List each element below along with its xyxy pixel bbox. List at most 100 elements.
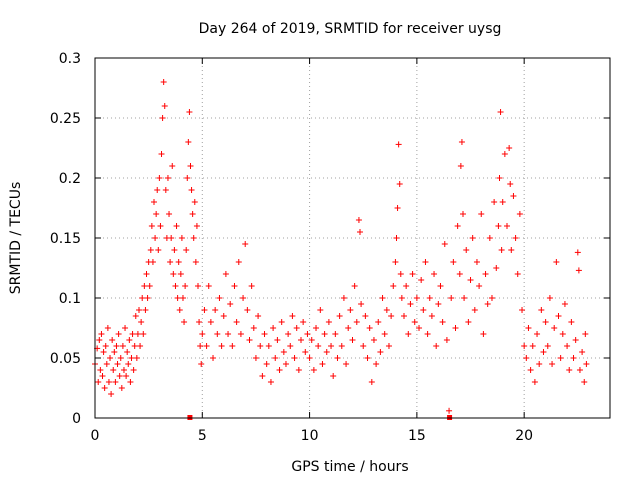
- data-point: [96, 337, 103, 343]
- data-point: [182, 283, 189, 289]
- data-point: [154, 187, 161, 193]
- data-point: [555, 313, 562, 319]
- y-tick-label: 0.3: [59, 51, 81, 67]
- data-point: [512, 235, 519, 241]
- data-point: [471, 307, 478, 313]
- data-point: [193, 223, 200, 229]
- data-point: [102, 343, 109, 349]
- data-point: [198, 361, 205, 367]
- data-point: [270, 325, 277, 331]
- data-point: [122, 325, 129, 331]
- data-point: [128, 355, 135, 361]
- data-point: [166, 211, 173, 217]
- data-point: [579, 349, 586, 355]
- data-point: [161, 103, 168, 109]
- data-point: [422, 259, 429, 265]
- data-point: [416, 325, 423, 331]
- data-point: [133, 355, 140, 361]
- data-point: [125, 361, 132, 367]
- data-point: [186, 109, 193, 115]
- data-point: [456, 271, 463, 277]
- data-point: [463, 247, 470, 253]
- data-point: [433, 343, 440, 349]
- data-point: [216, 295, 223, 301]
- data-point: [506, 145, 513, 151]
- data-point: [191, 199, 198, 205]
- data-point: [401, 313, 407, 319]
- data-point: [257, 343, 264, 349]
- data-point: [529, 343, 536, 349]
- data-point: [300, 319, 307, 325]
- data-point: [265, 343, 272, 349]
- data-point: [328, 343, 335, 349]
- data-point: [435, 301, 442, 307]
- data-point: [418, 277, 425, 283]
- data-point: [392, 259, 399, 265]
- data-point: [306, 355, 313, 361]
- data-point: [510, 193, 517, 199]
- data-point: [504, 223, 510, 229]
- data-point: [184, 175, 191, 181]
- data-point: [248, 283, 255, 289]
- data-point: [325, 319, 332, 325]
- data-point: [495, 223, 502, 229]
- data-point: [104, 325, 111, 331]
- data-point: [212, 307, 219, 313]
- data-point: [250, 325, 257, 331]
- data-point: [298, 337, 304, 343]
- data-point: [574, 249, 581, 256]
- x-tick-label: 20: [515, 428, 533, 444]
- data-point: [130, 367, 137, 373]
- data-point: [177, 271, 184, 277]
- data-point: [538, 307, 545, 313]
- data-point: [201, 307, 208, 313]
- data-point: [168, 235, 175, 241]
- data-point: [321, 331, 328, 337]
- data-point: [157, 223, 164, 229]
- data-point: [486, 235, 493, 241]
- data-point: [347, 307, 354, 313]
- data-point: [313, 325, 320, 331]
- data-point: [465, 319, 472, 325]
- data-point: [162, 187, 169, 193]
- data-point: [207, 319, 214, 325]
- data-point: [181, 319, 188, 325]
- data-point: [242, 241, 249, 247]
- data-point: [229, 343, 236, 349]
- x-tick-label: 5: [198, 428, 207, 444]
- data-point: [171, 247, 178, 253]
- data-point: [583, 361, 590, 367]
- data-point: [220, 313, 227, 319]
- data-point: [153, 211, 160, 217]
- data-point: [285, 331, 292, 337]
- data-point: [155, 247, 162, 253]
- data-point: [393, 235, 400, 241]
- data-point: [295, 367, 302, 373]
- axes: 0 5 10 15 20 0 0.05 0.1 0.15 0.2 0.25 0.3: [50, 51, 611, 444]
- data-point: [480, 331, 487, 337]
- data-point: [336, 313, 343, 319]
- data-point: [227, 301, 234, 307]
- data-point: [426, 295, 433, 301]
- data-point: [572, 337, 579, 343]
- data-point: [235, 259, 242, 265]
- data-point: [396, 181, 403, 187]
- data-point: [385, 343, 392, 349]
- x-tick-label: 15: [408, 428, 426, 444]
- data-point: [255, 313, 262, 319]
- data-point: [357, 229, 364, 235]
- data-point: [176, 307, 183, 313]
- data-point: [95, 379, 102, 385]
- chart-title: Day 264 of 2019, SRMTID for receiver uys…: [199, 21, 502, 37]
- data-point: [126, 337, 133, 343]
- data-point: [197, 343, 204, 349]
- data-point: [581, 379, 588, 385]
- data-point: [431, 271, 438, 277]
- data-point: [164, 175, 171, 181]
- data-point: [291, 355, 298, 361]
- data-point: [189, 211, 196, 217]
- data-point: [340, 295, 347, 301]
- data-point: [527, 367, 534, 373]
- data-point: [411, 319, 418, 325]
- data-point: [107, 355, 114, 361]
